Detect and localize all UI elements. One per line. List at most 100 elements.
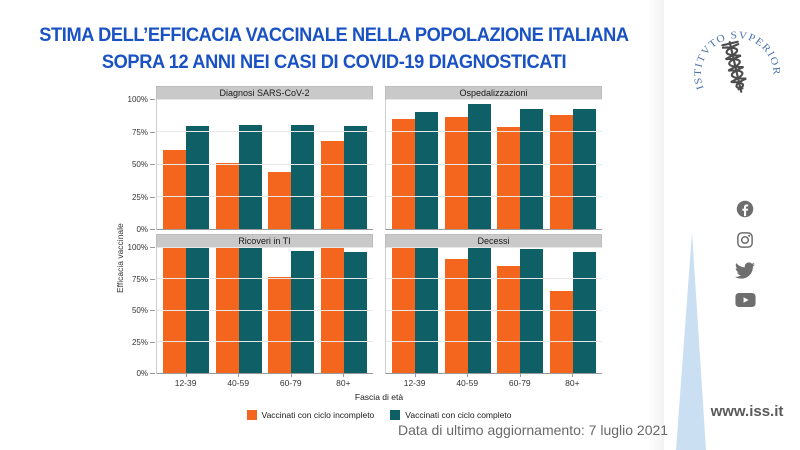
y-tick-mark (150, 341, 155, 343)
plot-ospedalizzazioni (385, 99, 602, 230)
instagram-icon[interactable] (736, 231, 754, 249)
facet-strip-diagnosi: Diagnosi SARS-CoV-2 (156, 86, 373, 100)
bar (163, 150, 187, 229)
bar-group-12-39 (392, 100, 439, 229)
bar-group-40-59 (444, 248, 491, 373)
y-tick-label: 50% (131, 160, 148, 169)
bar (392, 248, 416, 373)
facet-row-1: 0% 25% 50% 75% 100% (112, 95, 602, 234)
bar (238, 248, 262, 373)
bar (268, 172, 292, 229)
y-tick-mark (150, 310, 155, 311)
twitter-icon[interactable] (735, 262, 755, 279)
bar (520, 109, 544, 229)
gridline (157, 247, 373, 248)
bar (320, 248, 344, 373)
bar (467, 103, 491, 229)
y-tick-mark (150, 164, 155, 165)
vaccine-efficacy-chart: Efficacia vaccinale Diagnosi SARS-CoV-2 … (112, 86, 602, 420)
bar-group-12-39 (163, 248, 210, 373)
y-tick-mark (150, 247, 155, 248)
x-tick-label: 12-39 (163, 374, 209, 388)
facet-strip-row-1: Diagnosi SARS-CoV-2 Ospedalizzazioni (156, 86, 602, 100)
facet-row-2: 0% 25% 50% 75% 100% (112, 243, 602, 378)
bar (320, 141, 344, 229)
bar (343, 125, 367, 229)
plot-decessi (385, 247, 602, 374)
bar (467, 248, 491, 373)
chart-legend: Vaccinati con ciclo incompleto Vaccinati … (156, 410, 602, 420)
gridline (157, 278, 373, 280)
bar-group-40-59 (215, 248, 262, 373)
bar (291, 250, 315, 373)
bar (215, 248, 239, 373)
page-title-line1: STIMA DELL’EFFICACIA VACCINALE NELLA POP… (39, 25, 629, 46)
gridline (386, 247, 602, 248)
x-tick-label: 12-39 (392, 374, 438, 388)
bar (415, 248, 439, 373)
plot-diagnosi (156, 99, 373, 230)
bar (572, 109, 596, 229)
gridline (386, 163, 602, 165)
x-tick-label: 40-59 (215, 374, 261, 388)
legend-swatch (246, 410, 257, 420)
bar (497, 265, 521, 373)
page-title: STIMA DELL’EFFICACIA VACCINALE NELLA POP… (0, 22, 668, 76)
gridline (157, 131, 373, 133)
bar (186, 248, 210, 373)
bar (291, 124, 315, 229)
legend-swatch (390, 410, 401, 420)
x-categories-right: 12-39 40-59 60-79 80+ (385, 374, 602, 388)
plot-ricoveri-ti (156, 247, 373, 374)
legend-label: Vaccinati con ciclo incompleto (261, 410, 375, 420)
bar (238, 124, 262, 229)
gridline (386, 309, 602, 311)
gridline (386, 195, 602, 197)
bar (163, 248, 187, 373)
facebook-icon[interactable] (736, 200, 754, 218)
gridline (386, 278, 602, 280)
y-axis-ticks-row2: 0% 25% 50% 75% 100% (112, 243, 156, 378)
bar (549, 115, 573, 229)
y-tick-label: 75% (131, 127, 148, 137)
bar (549, 290, 573, 373)
y-tick-label: 50% (131, 306, 148, 315)
x-tick-label: 80+ (549, 374, 595, 388)
gridline (157, 195, 373, 197)
bar (572, 251, 596, 373)
legend-item: Vaccinati con ciclo incompleto (246, 410, 375, 420)
x-axis-title: Fascia di età (354, 392, 404, 402)
x-tick-label: 60-79 (497, 374, 543, 388)
slide-edge-shadow (648, 0, 664, 450)
bar-group-80+ (549, 248, 596, 373)
bar-group-60-79 (497, 100, 544, 229)
y-tick-label: 0% (136, 225, 148, 234)
facet-strip-decessi: Decessi (385, 234, 602, 248)
gridline (157, 340, 373, 342)
page-title-line2: SOPRA 12 ANNI NEI CASI DI COVID-19 DIAGN… (101, 52, 567, 73)
bar-group-60-79 (268, 100, 315, 229)
bar-group-60-79 (268, 248, 315, 373)
facet-strip-ricoveri-ti: Ricoveri in TI (156, 234, 373, 248)
gridline (157, 309, 373, 311)
bar (444, 116, 468, 229)
y-tick-label: 0% (136, 369, 148, 378)
y-tick-label: 25% (131, 337, 148, 347)
bar (186, 125, 210, 229)
x-axis-category-labels: 12-39 40-59 60-79 80+ 12-39 40-59 60-79 80+ (156, 374, 602, 388)
bar-group-80+ (549, 100, 596, 229)
facet-strip-ospedalizzazioni: Ospedalizzazioni (385, 86, 602, 100)
x-tick-label: 40-59 (444, 374, 490, 388)
youtube-icon[interactable] (734, 292, 756, 308)
bar-group-40-59 (215, 100, 262, 229)
y-tick-mark (150, 229, 155, 230)
bar-group-12-39 (392, 248, 439, 373)
social-links (729, 200, 761, 308)
website-link[interactable]: www.iss.it (710, 403, 784, 420)
bar-group-80+ (320, 248, 367, 373)
bar (392, 119, 416, 229)
gridline (386, 340, 602, 342)
x-tick-label: 60-79 (268, 374, 314, 388)
facet-strip-row-2: Ricoveri in TI Decessi (156, 234, 602, 248)
